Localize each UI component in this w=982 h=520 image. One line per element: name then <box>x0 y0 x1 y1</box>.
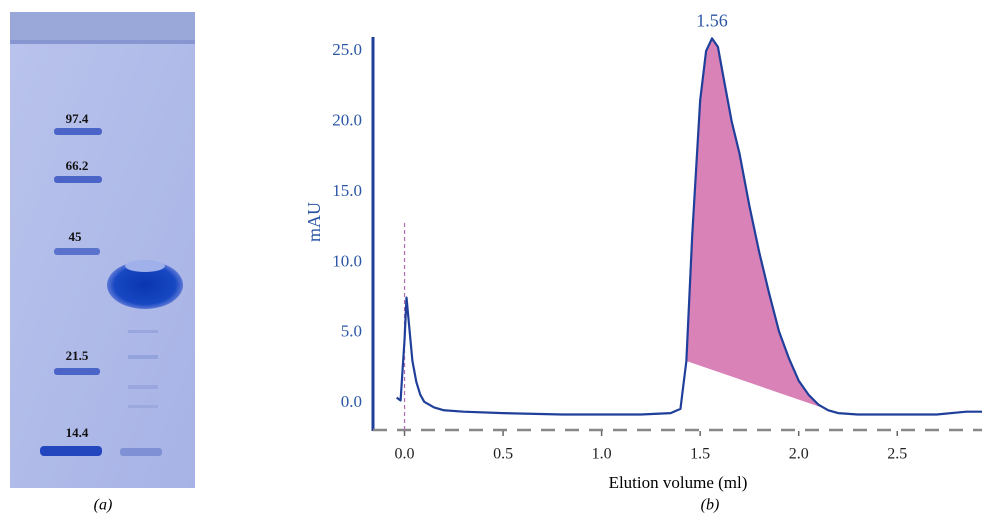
y-tick-label: 20.0 <box>332 110 362 129</box>
marker-label: 97.4 <box>66 111 89 126</box>
marker-label: 45 <box>69 229 83 244</box>
chromatogram-line <box>396 37 982 416</box>
x-tick-label: 1.5 <box>690 446 710 463</box>
marker-label: 14.4 <box>66 425 89 440</box>
y-tick-label: 25.0 <box>332 40 362 59</box>
x-tick-label: 1.0 <box>592 446 612 463</box>
peak-label: 1.56 <box>696 11 728 31</box>
marker-label: 21.5 <box>66 348 89 363</box>
marker-label: 66.2 <box>66 158 89 173</box>
x-tick-label: 2.5 <box>887 446 907 463</box>
x-axis-label: Elution volume (ml) <box>609 473 748 492</box>
y-tick-label: 0.0 <box>341 392 362 411</box>
y-tick-label: 5.0 <box>341 322 362 341</box>
peak-area <box>686 38 839 414</box>
panel-caption: (b) <box>701 497 720 514</box>
x-tick-label: 0.5 <box>493 446 513 463</box>
panel-caption: (a) <box>94 497 113 514</box>
y-axis-label: mAU <box>304 202 324 242</box>
y-tick-label: 10.0 <box>332 251 362 270</box>
y-tick-label: 15.0 <box>332 181 362 200</box>
gel-image <box>10 12 195 488</box>
x-tick-label: 0.0 <box>395 446 415 463</box>
x-tick-label: 2.0 <box>789 446 809 463</box>
